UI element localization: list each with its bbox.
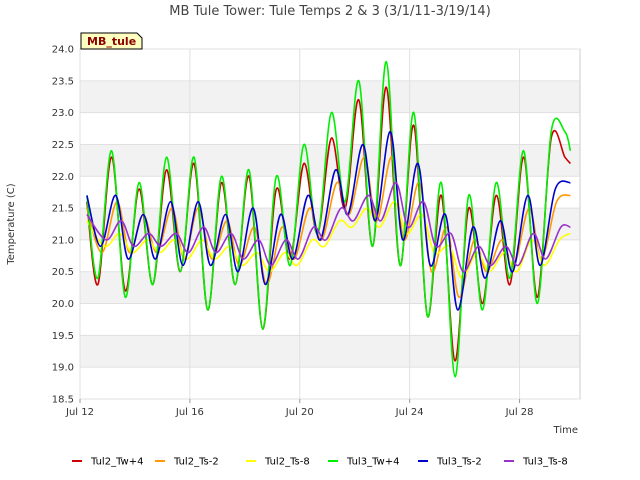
legend-label-tul3-ts-2: Tul3_Ts-2	[436, 457, 482, 468]
y-axis: 18.5 19.0 19.5 20.0 20.5 21.0 21.5 22.0 22.5 23.0…	[52, 45, 580, 406]
plot-band	[80, 144, 580, 177]
legend-label-tul2-tw-4: Tul2_Tw+4	[90, 457, 143, 468]
y-tick-label: 22.0	[52, 172, 74, 183]
y-axis-title: Temperature (C)	[6, 183, 17, 265]
plot-background-bands	[80, 49, 580, 399]
plot-band	[80, 49, 580, 81]
y-tick-label: 19.0	[52, 363, 74, 374]
legend-label-tul2-ts-2: Tul2_Ts-2	[173, 457, 219, 468]
x-tick-label: Jul 16	[175, 407, 204, 418]
plot-band	[80, 367, 580, 399]
series-lines	[86, 60, 572, 378]
x-tick-label: Jul 12	[65, 407, 94, 418]
y-tick-label: 20.0	[52, 299, 74, 310]
series-line-tul2-ts-2	[86, 156, 571, 299]
series-line-tul3-ts-8	[86, 181, 571, 273]
station-tag: MB_tule	[80, 32, 143, 50]
y-tick-label: 22.5	[52, 140, 74, 151]
series-line-tul3-ts-2	[86, 130, 571, 311]
legend-label-tul3-ts-8: Tul3_Ts-8	[522, 457, 568, 468]
x-tick-label: Jul 20	[285, 407, 314, 418]
y-tick-label: 21.5	[52, 204, 74, 215]
x-tick-label: Jul 28	[505, 407, 534, 418]
legend-label-tul2-ts-8: Tul2_Ts-8	[264, 457, 310, 468]
plot-band	[80, 80, 580, 113]
station-tag-label: MB_tule	[87, 35, 136, 48]
y-tick-label: 23.0	[52, 108, 74, 119]
y-tick-label: 23.5	[52, 76, 74, 87]
x-axis-title: Time	[553, 425, 578, 436]
y-tick-label: 18.5	[52, 395, 74, 406]
y-tick-label: 21.0	[52, 235, 74, 246]
plot-band	[80, 271, 580, 304]
legend-label-tul3-tw-4: Tul3_Tw+4	[346, 457, 399, 468]
plot-band	[80, 335, 580, 368]
series-line-tul2-ts-8	[86, 200, 571, 279]
station-tag-box	[80, 32, 143, 50]
y-tick-label: 20.5	[52, 267, 74, 278]
y-tick-label: 19.5	[52, 331, 74, 342]
x-axis: Jul 12 Jul 16 Jul 20 Jul 24 Jul 28	[65, 49, 534, 418]
y-tick-label: 24.0	[52, 45, 74, 56]
series-line-tul3-tw-4	[86, 60, 572, 378]
chart-title: MB Tule Tower: Tule Temps 2 & 3 (3/1/11-…	[169, 4, 491, 19]
plot-band	[80, 303, 580, 336]
x-tick-label: Jul 24	[395, 407, 424, 418]
legend: Tul2_Tw+4 Tul2_Ts-2 Tul2_Ts-8 Tul3_Tw+4 Tul3…	[72, 457, 568, 468]
